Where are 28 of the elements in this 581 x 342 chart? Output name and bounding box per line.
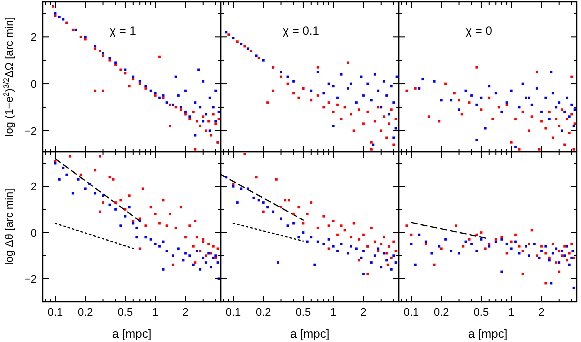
x-tick-label: 1 [330, 307, 337, 319]
x-tick-label: 2 [182, 307, 189, 319]
x-tick-label: 1 [152, 307, 159, 319]
y-tick-label: 0 [30, 228, 37, 240]
x-tick-label: 2 [538, 307, 545, 319]
x-tick-label: 0.1 [48, 307, 64, 319]
text: χ = 0.1 [282, 24, 320, 38]
x-axis-title: a [mpc] [112, 327, 152, 341]
x-tick-label: 0.5 [296, 307, 312, 319]
y-tick-label: −2 [24, 126, 37, 138]
y-tick-label: 0 [30, 79, 37, 92]
y-tick-label: −2 [24, 274, 37, 286]
x-tick-label: 0.1 [226, 307, 242, 319]
y-tick-label: 2 [30, 32, 37, 44]
x-tick-label: 0.2 [256, 307, 272, 319]
x-tick-label: 0.2 [434, 307, 450, 319]
x-tick-label: 1 [508, 307, 515, 319]
y-axis-title: log Δθ [arc min] [4, 188, 16, 266]
x-tick-label: 0.2 [78, 307, 94, 319]
text: χ = 1 [110, 24, 137, 38]
x-axis-title: a [mpc] [290, 327, 330, 341]
text: χ = 0 [466, 24, 493, 38]
x-tick-label: 2 [360, 307, 367, 319]
x-axis-title: a [mpc] [468, 327, 508, 341]
x-tick-label: 0.1 [404, 307, 420, 319]
x-tick-label: 0.5 [118, 307, 134, 319]
x-tick-label: 0.5 [474, 307, 490, 319]
y-tick-label: 2 [30, 182, 37, 194]
